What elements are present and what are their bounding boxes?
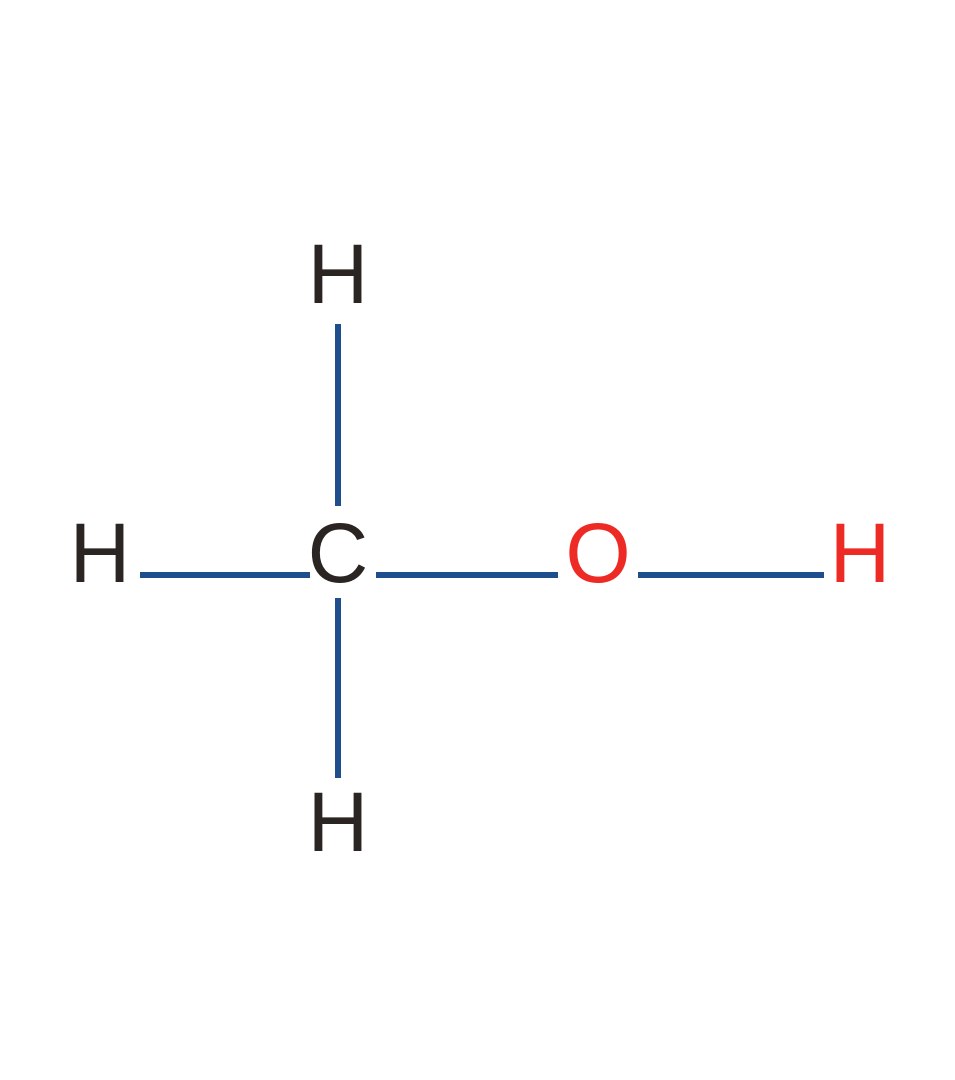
- atom-oxygen: O: [565, 511, 630, 595]
- bond-c-hleft: [140, 572, 310, 578]
- atom-hydrogen-top: H: [308, 232, 369, 316]
- atom-carbon: C: [308, 511, 369, 595]
- bond-c-htop: [335, 324, 341, 506]
- bond-c-hbot: [335, 598, 341, 778]
- atom-hydrogen-bottom: H: [308, 780, 369, 864]
- molecule-diagram: C H H H O H: [0, 0, 955, 1080]
- bond-c-o: [376, 572, 558, 578]
- bond-o-h: [638, 572, 824, 578]
- atom-hydrogen-left: H: [70, 511, 131, 595]
- atom-hydrogen-hydroxyl: H: [830, 511, 891, 595]
